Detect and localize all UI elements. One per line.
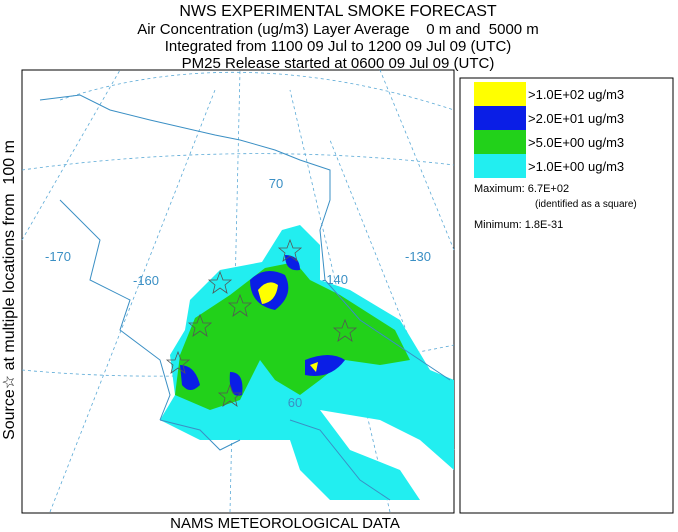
legend: >1.0E+02 ug/m3 >2.0E+01 ug/m3 >5.0E+00 ug/… [474, 82, 624, 178]
grid-label: -170 [45, 249, 71, 264]
legend-swatch [474, 82, 526, 106]
grid-label: -160 [133, 273, 159, 288]
grid-label: 70 [269, 176, 283, 191]
footer: NAMS METEOROLOGICAL DATA [170, 515, 400, 532]
title: NWS EXPERIMENTAL SMOKE FORECAST [179, 3, 497, 20]
legend-label: >5.0E+00 ug/m3 [528, 135, 624, 150]
subtitle: PM25 Release started at 0600 09 Jul 09 (… [182, 55, 495, 72]
minimum: Minimum: 1.8E-31 [474, 219, 563, 231]
grid-label: 60 [288, 395, 302, 410]
smoke-contour [258, 282, 318, 372]
maximum: Maximum: 6.7E+02 [474, 183, 569, 195]
side-label: Source☆ at multiple locations from 100 m [1, 140, 18, 440]
legend-label: >1.0E+02 ug/m3 [528, 87, 624, 102]
grid-label: -140 [322, 272, 348, 287]
map: -170 -160 70 -140 -130 60 [21, 69, 455, 513]
subtitle: Integrated from 1100 09 Jul to 1200 09 J… [165, 38, 512, 55]
smoke-contour [180, 255, 345, 396]
legend-swatch [474, 106, 526, 130]
legend-swatch [474, 154, 526, 178]
legend-label: >2.0E+01 ug/m3 [528, 111, 624, 126]
legend-swatch [474, 130, 526, 154]
subtitle: Air Concentration (ug/m3) Layer Average … [137, 21, 539, 38]
maximum-note: (identified as a square) [535, 199, 637, 210]
grid-label: -130 [405, 249, 431, 264]
legend-label: >1.0E+00 ug/m3 [528, 159, 624, 174]
